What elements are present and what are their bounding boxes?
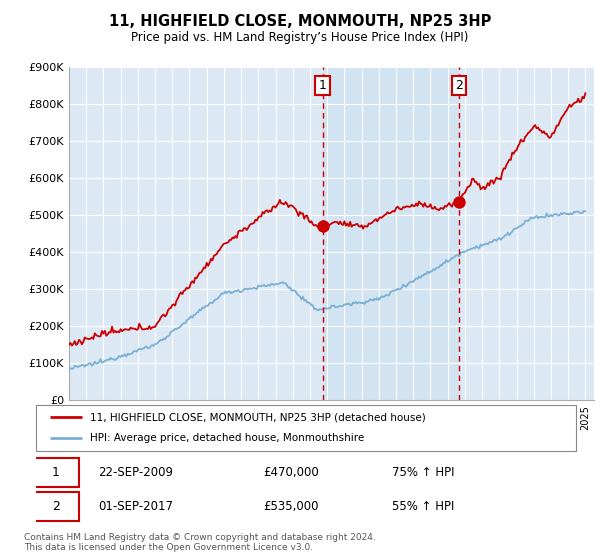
- Text: This data is licensed under the Open Government Licence v3.0.: This data is licensed under the Open Gov…: [24, 543, 313, 552]
- FancyBboxPatch shape: [34, 458, 79, 487]
- Text: 1: 1: [319, 79, 326, 92]
- Text: 11, HIGHFIELD CLOSE, MONMOUTH, NP25 3HP (detached house): 11, HIGHFIELD CLOSE, MONMOUTH, NP25 3HP …: [90, 412, 426, 422]
- Text: 11, HIGHFIELD CLOSE, MONMOUTH, NP25 3HP: 11, HIGHFIELD CLOSE, MONMOUTH, NP25 3HP: [109, 14, 491, 29]
- Text: 2: 2: [455, 79, 463, 92]
- Text: 01-SEP-2017: 01-SEP-2017: [98, 500, 173, 513]
- FancyBboxPatch shape: [36, 405, 576, 451]
- Text: 22-SEP-2009: 22-SEP-2009: [98, 466, 173, 479]
- Text: Contains HM Land Registry data © Crown copyright and database right 2024.: Contains HM Land Registry data © Crown c…: [24, 533, 376, 542]
- Text: 1: 1: [52, 466, 60, 479]
- Text: £470,000: £470,000: [263, 466, 319, 479]
- Bar: [323, 67, 459, 400]
- Text: £535,000: £535,000: [263, 500, 318, 513]
- Text: 75% ↑ HPI: 75% ↑ HPI: [392, 466, 455, 479]
- Text: HPI: Average price, detached house, Monmouthshire: HPI: Average price, detached house, Monm…: [90, 433, 364, 444]
- FancyBboxPatch shape: [34, 492, 79, 521]
- Text: 2: 2: [52, 500, 60, 513]
- Text: 55% ↑ HPI: 55% ↑ HPI: [392, 500, 455, 513]
- Text: Price paid vs. HM Land Registry’s House Price Index (HPI): Price paid vs. HM Land Registry’s House …: [131, 31, 469, 44]
